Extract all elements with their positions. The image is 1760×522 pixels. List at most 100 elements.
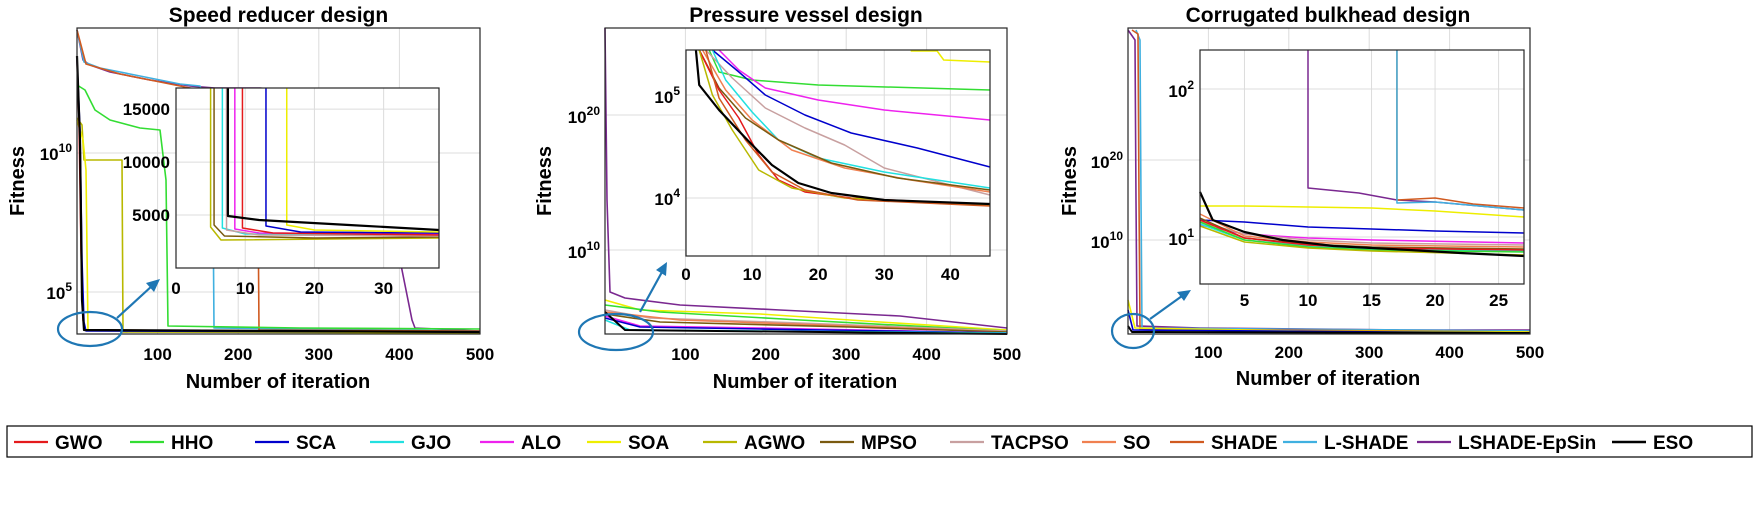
legend-item: SOA	[587, 433, 669, 454]
series-line-LSHADE-EpSin	[604, 27, 1008, 329]
legend-label: GJO	[411, 433, 451, 454]
legend-item: SHADE	[1170, 433, 1278, 454]
inset-line-SOA	[910, 50, 991, 63]
inset-area-bg	[686, 50, 990, 256]
x-tick-label: 500	[1516, 343, 1544, 362]
legend-label: ESO	[1653, 433, 1693, 454]
legend-item: HHO	[130, 433, 213, 454]
y-axis-label: Fitness	[534, 146, 556, 216]
legend-label: AGWO	[744, 433, 805, 454]
x-tick-label: 400	[912, 345, 940, 364]
inset-x-tick-label: 20	[1426, 291, 1445, 310]
plot-border	[604, 27, 1008, 335]
inset-x-tick-label: 0	[681, 265, 690, 284]
series-line-ESO	[75, 55, 481, 334]
inset-area-bg	[176, 88, 439, 268]
x-axis-label: Number of iteration	[1236, 368, 1420, 390]
inset-x-tick-label: 25	[1489, 291, 1508, 310]
inset-line-GWO	[241, 88, 440, 236]
legend-label: TACPSO	[991, 433, 1069, 454]
series-line-SCA	[604, 317, 1008, 334]
legend: GWO HHO SCA GJO ALO SOA AGWO MPSO TACPSO SO SHADE L…	[6, 425, 1753, 458]
series-line-ESO	[1127, 325, 1531, 334]
legend-label: MPSO	[861, 433, 917, 454]
legend-label: SO	[1123, 433, 1150, 454]
y-tick-label: 1020	[1091, 149, 1124, 172]
series-line-SOA	[604, 299, 1008, 331]
x-tick-label: 500	[993, 345, 1021, 364]
inset-line-MPSO	[213, 88, 440, 239]
x-tick-label: 300	[305, 345, 333, 364]
inset-line-SCA	[265, 88, 440, 234]
legend-item: L-SHADE	[1283, 433, 1408, 454]
legend-label: SCA	[296, 433, 336, 454]
inset-line-TACPSO	[225, 88, 440, 237]
legend-label: LSHADE-EpSin	[1458, 433, 1596, 454]
chart-title: Corrugated bulkhead design	[1186, 4, 1471, 27]
zoom-ellipse	[56, 310, 124, 348]
legend-box	[6, 425, 1753, 458]
x-axis-label: Number of iteration	[186, 371, 370, 393]
inset-line-L-SHADE	[1396, 50, 1525, 211]
inset-y-tick-label: 5000	[132, 206, 170, 225]
y-tick-label: 1010	[1091, 229, 1124, 252]
x-tick-label: 300	[1355, 343, 1383, 362]
inset-x-tick-label: 0	[171, 279, 180, 298]
zoom-arrow	[639, 271, 663, 313]
zoom-arrow-head	[656, 262, 667, 276]
zoom-arrow	[1149, 295, 1183, 320]
inset-x-tick-label: 40	[941, 265, 960, 284]
inset-line-ESO	[226, 88, 440, 232]
inset-x-tick-label: 15	[1362, 291, 1381, 310]
inset-line-SOA	[285, 88, 440, 233]
y-tick-label: 105	[46, 280, 72, 303]
zoom-arrow-head	[1177, 290, 1191, 301]
legend-item: GWO	[14, 433, 103, 454]
x-tick-label: 300	[832, 345, 860, 364]
legend-item: MPSO	[820, 433, 917, 454]
x-tick-label: 200	[1275, 343, 1303, 362]
inset-y-tick-label: 15000	[123, 100, 170, 119]
series-line-AGWO	[76, 117, 481, 334]
inset-line-SHADE	[705, 49, 991, 207]
inset-line-ALO	[718, 49, 991, 121]
zoom-arrow-head	[146, 279, 160, 292]
y-tick-label: 1010	[568, 239, 601, 262]
x-tick-label: 100	[143, 345, 171, 364]
legend-label: ALO	[521, 433, 561, 454]
legend-label: HHO	[171, 433, 213, 454]
y-tick-label: 1010	[40, 141, 73, 164]
zoom-arrow	[116, 284, 154, 319]
x-tick-label: 400	[1435, 343, 1463, 362]
x-tick-label: 100	[671, 345, 699, 364]
chart-title: Speed reducer design	[169, 4, 388, 27]
legend-item: ALO	[480, 433, 561, 454]
inset-x-tick-label: 30	[875, 265, 894, 284]
inset-line-SCA	[1199, 219, 1525, 234]
inset-x-tick-label: 10	[743, 265, 762, 284]
inset-line-ESO	[694, 49, 991, 206]
x-axis-label: Number of iteration	[713, 371, 897, 393]
legend-label: SHADE	[1211, 433, 1278, 454]
x-tick-label: 200	[224, 345, 252, 364]
series-line-HHO	[604, 304, 1008, 332]
chart-title: Pressure vessel design	[689, 4, 922, 27]
legend-label: SOA	[628, 433, 669, 454]
y-tick-label: 1020	[568, 104, 601, 127]
inset-x-tick-label: 5	[1240, 291, 1249, 310]
series-line-HHO	[76, 84, 481, 330]
plot-border	[1127, 27, 1531, 335]
inset-line-GWO	[1199, 219, 1525, 251]
y-axis-label: Fitness	[1059, 146, 1081, 216]
inset-line-SOA	[1200, 205, 1525, 218]
legend-item: GJO	[370, 433, 451, 454]
legend-item: SO	[1082, 433, 1150, 454]
x-tick-label: 200	[752, 345, 780, 364]
x-tick-label: 400	[385, 345, 413, 364]
legend-item: LSHADE-EpSin	[1417, 433, 1596, 454]
zoom-ellipse	[577, 312, 655, 352]
